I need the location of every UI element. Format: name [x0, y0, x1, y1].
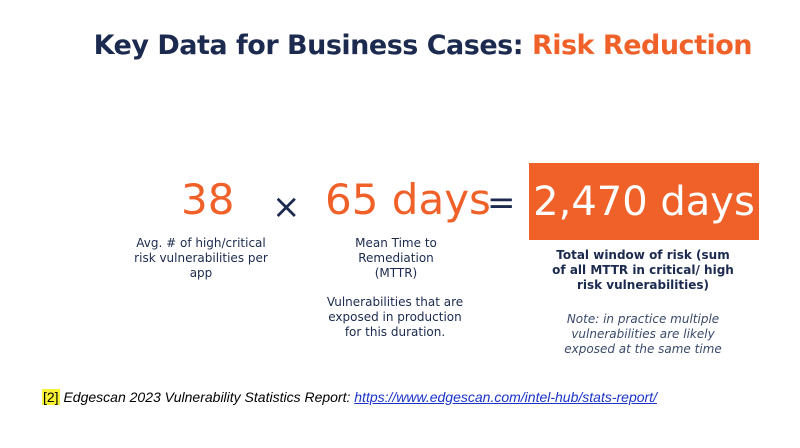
- mttr-note: Vulnerabilities that are exposed in prod…: [326, 295, 464, 339]
- avg-vulnerabilities-description: Avg. # of high/critical risk vulnerabili…: [134, 236, 268, 280]
- title-main: Key Data for Business Cases:: [93, 30, 532, 61]
- result-description: Total window of risk (sum of all MTTR in…: [552, 248, 734, 292]
- result-box: 2,470 days: [529, 163, 759, 240]
- equals-operator: =: [487, 183, 516, 223]
- source-text: Edgescan 2023 Vulnerability Statistics R…: [59, 389, 355, 405]
- avg-vulnerabilities-value: 38: [181, 175, 235, 224]
- multiply-operator: ×: [272, 187, 301, 227]
- result-note: Note: in practice multiple vulnerabiliti…: [564, 312, 722, 356]
- slide-title: Key Data for Business Cases: Risk Reduct…: [93, 30, 753, 61]
- title-accent: Risk Reduction: [531, 30, 753, 61]
- mttr-value: 65 days: [325, 175, 491, 224]
- mttr-description: Mean Time to Remediation (MTTR): [355, 236, 437, 280]
- reference-tag: [2]: [42, 389, 60, 405]
- source-link[interactable]: https://www.edgescan.com/intel-hub/stats…: [354, 389, 657, 405]
- result-value: 2,470 days: [533, 178, 755, 225]
- source-citation: [2] Edgescan 2023 Vulnerability Statisti…: [42, 389, 657, 405]
